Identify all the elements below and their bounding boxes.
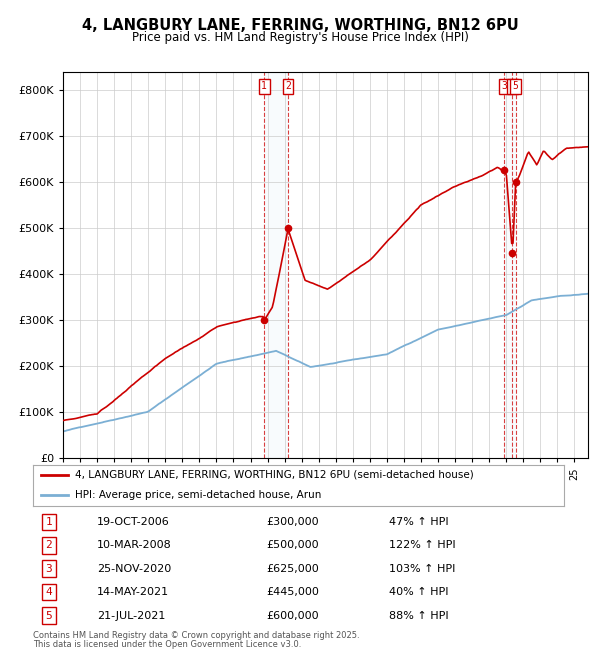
Text: £445,000: £445,000 (266, 587, 320, 597)
Text: This data is licensed under the Open Government Licence v3.0.: This data is licensed under the Open Gov… (33, 640, 301, 649)
Text: 14-MAY-2021: 14-MAY-2021 (97, 587, 169, 597)
Text: 1: 1 (261, 81, 267, 91)
Text: 10-MAR-2008: 10-MAR-2008 (97, 540, 172, 551)
Bar (505, 72, 515, 458)
Text: 4: 4 (46, 587, 52, 597)
Text: £300,000: £300,000 (266, 517, 319, 527)
Text: 25-NOV-2020: 25-NOV-2020 (97, 564, 171, 574)
Text: Contains HM Land Registry data © Crown copyright and database right 2025.: Contains HM Land Registry data © Crown c… (33, 630, 359, 640)
Text: 19-OCT-2006: 19-OCT-2006 (97, 517, 169, 527)
Text: 3: 3 (46, 564, 52, 574)
Text: 40% ↑ HPI: 40% ↑ HPI (389, 587, 448, 597)
Text: £500,000: £500,000 (266, 540, 319, 551)
Text: 103% ↑ HPI: 103% ↑ HPI (389, 564, 455, 574)
Text: 2: 2 (46, 540, 52, 551)
Text: 2: 2 (285, 81, 291, 91)
Text: 4, LANGBURY LANE, FERRING, WORTHING, BN12 6PU (semi-detached house): 4, LANGBURY LANE, FERRING, WORTHING, BN1… (76, 470, 474, 480)
Text: £600,000: £600,000 (266, 610, 319, 621)
Text: HPI: Average price, semi-detached house, Arun: HPI: Average price, semi-detached house,… (76, 491, 322, 500)
Text: 122% ↑ HPI: 122% ↑ HPI (389, 540, 455, 551)
Text: Price paid vs. HM Land Registry's House Price Index (HPI): Price paid vs. HM Land Registry's House … (131, 31, 469, 44)
Text: 1: 1 (46, 517, 52, 527)
Text: £625,000: £625,000 (266, 564, 319, 574)
Text: 4, LANGBURY LANE, FERRING, WORTHING, BN12 6PU: 4, LANGBURY LANE, FERRING, WORTHING, BN1… (82, 18, 518, 33)
Bar (264, 72, 288, 458)
Text: 5: 5 (512, 81, 518, 91)
Text: 3: 3 (502, 81, 508, 91)
Text: 21-JUL-2021: 21-JUL-2021 (97, 610, 165, 621)
Text: 88% ↑ HPI: 88% ↑ HPI (389, 610, 448, 621)
Text: 47% ↑ HPI: 47% ↑ HPI (389, 517, 448, 527)
Text: 4: 4 (509, 81, 515, 91)
Text: 5: 5 (46, 610, 52, 621)
